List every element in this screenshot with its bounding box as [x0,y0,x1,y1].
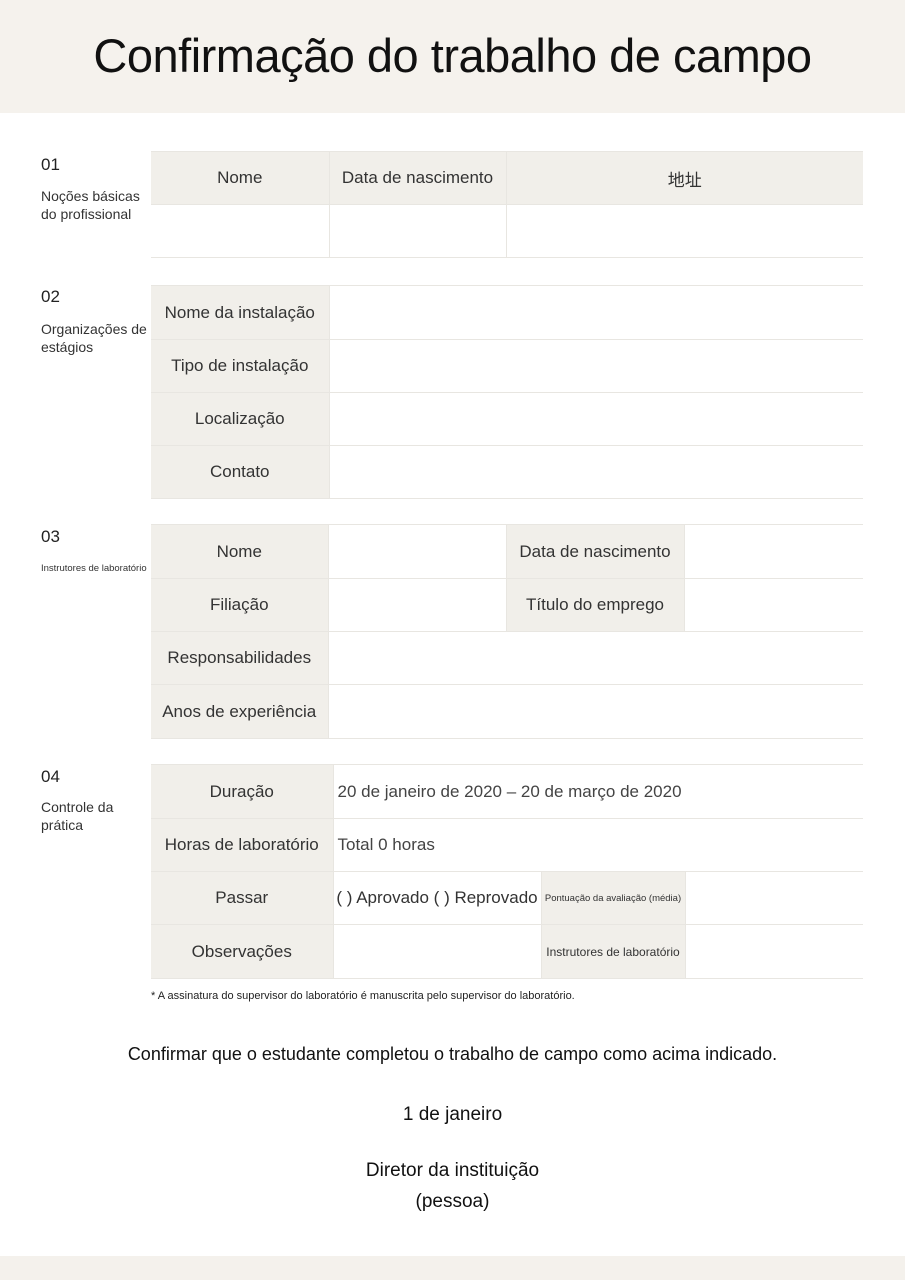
organization-table: Nome da instalação Tipo de instalação Lo… [151,285,863,499]
location-label: Localização [151,392,329,446]
lab-hours-label: Horas de laboratório [151,818,333,872]
responsibilities-field[interactable] [327,631,863,685]
section-number-02: 02 [41,287,60,306]
contact-field[interactable] [328,445,863,499]
section-number-03: 03 [41,527,60,546]
instructor-birth-field[interactable] [683,524,863,579]
instructor-name-label: Nome [151,524,328,579]
experience-field[interactable] [327,684,863,739]
job-title-field[interactable] [683,578,863,632]
section-label-organizations: Organizações de estágios [41,321,147,355]
job-title-label: Título do emprego [505,578,684,632]
signature-subtitle: (pessoa) [415,1191,490,1212]
pass-label: Passar [151,871,333,925]
location-field[interactable] [328,392,863,446]
facility-type-field[interactable] [328,339,863,393]
duration-value[interactable]: 20 de janeiro de 2020 – 20 de março de 2… [332,764,864,819]
responsibilities-label: Responsabilidades [151,631,328,685]
page-title: Confirmação do trabalho de campo [93,29,812,82]
instructor-name-field[interactable] [327,524,506,579]
score-field[interactable] [684,871,864,925]
facility-name-label: Nome da instalação [151,285,329,340]
affiliation-field[interactable] [327,578,506,632]
facility-name-field[interactable] [328,285,863,340]
instructor-signature-label: Instrutores de laboratório [540,924,685,979]
col-name-header: Nome [151,151,329,205]
affiliation-label: Filiação [151,578,328,632]
section-label-basics: Noções básicas do profissional [41,188,140,222]
col-address-header: 地址 [505,151,863,205]
section-number-01: 01 [41,155,60,174]
pass-options[interactable]: ( ) Aprovado ( ) Reprovado [332,871,541,925]
notes-label: Observações [151,924,333,979]
section-label-instructors: Instrutores de laboratório [41,563,147,574]
duration-label: Duração [151,764,333,819]
practice-control-table: Duração 20 de janeiro de 2020 – 20 de ma… [151,764,864,979]
facility-type-label: Tipo de instalação [151,339,329,393]
instructor-birth-label: Data de nascimento [505,524,684,579]
notes-field[interactable] [332,924,541,979]
section-number-04: 04 [41,767,60,786]
header-band: Confirmação do trabalho de campo [0,0,905,113]
experience-label: Anos de experiência [151,684,328,739]
signature-note: * A assinatura do supervisor do laborató… [151,990,575,1002]
confirmation-text: Confirmar que o estudante completou o tr… [127,1044,778,1064]
address-field[interactable] [505,204,863,258]
basics-table: Nome Data de nascimento 地址 [151,151,863,258]
col-birth-header: Data de nascimento [328,151,506,205]
footer-band [0,1256,905,1280]
instructor-signature-field[interactable] [684,924,864,979]
contact-label: Contato [151,445,329,499]
name-field[interactable] [151,204,329,258]
date-text: 1 de janeiro [402,1104,503,1125]
birth-field[interactable] [328,204,506,258]
instructor-table: Nome Data de nascimento Filiação Título … [151,524,863,739]
score-label: Pontuação da avaliação (média) [540,871,685,925]
section-label-practice-control: Controle da prática [41,799,114,833]
lab-hours-value[interactable]: Total 0 horas [332,818,864,872]
signature-title: Diretor da instituição [365,1160,540,1181]
